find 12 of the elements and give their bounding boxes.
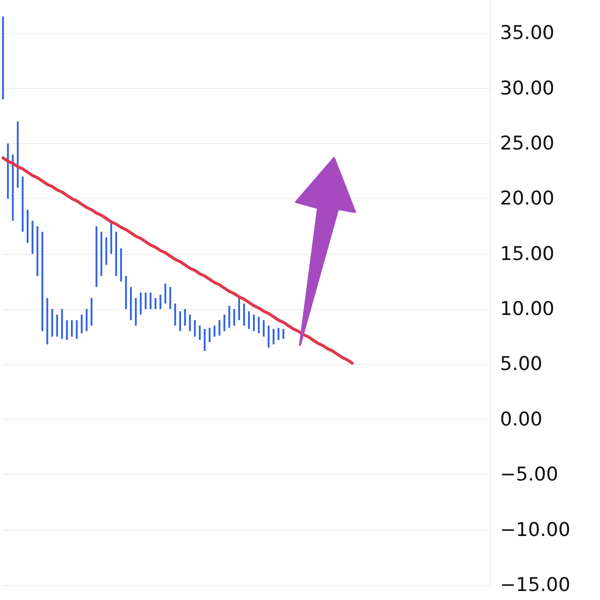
y-tick-label: 10.00 [500, 298, 554, 320]
y-tick-label: 30.00 [500, 77, 554, 100]
y-tick-label: 15.00 [500, 242, 554, 265]
y-tick-label: −5.00 [500, 464, 558, 486]
y-tick-label: 25.00 [500, 132, 554, 154]
y-tick-label: 5.00 [500, 353, 542, 376]
y-tick-label: −10.00 [500, 518, 570, 541]
y-tick-label: 20.00 [500, 188, 554, 210]
line-series [2, 156, 354, 365]
y-tick-label: 35.00 [500, 22, 554, 44]
y-tick-label: −15.00 [500, 574, 570, 596]
y-tick-label: 0.00 [500, 408, 542, 430]
